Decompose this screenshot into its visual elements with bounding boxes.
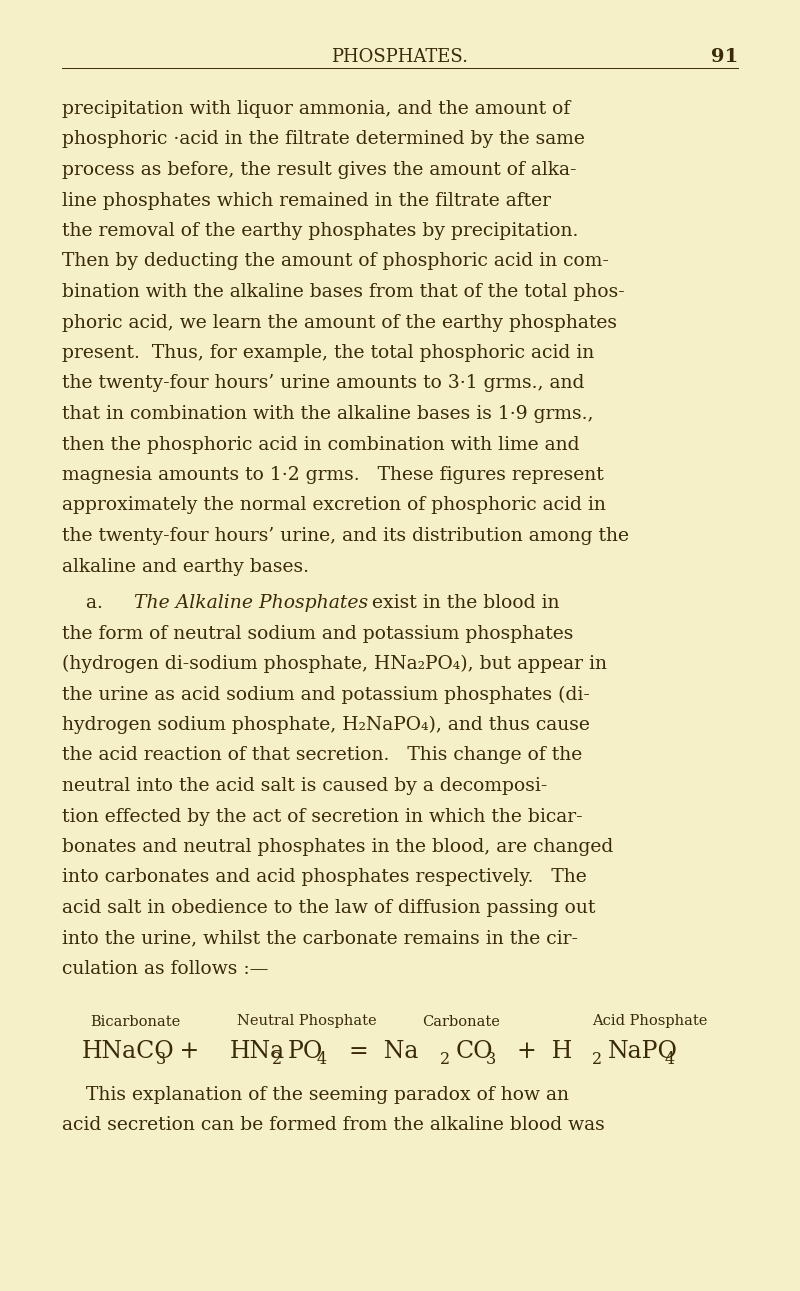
Text: 4: 4 (665, 1051, 675, 1068)
Text: into carbonates and acid phosphates respectively.   The: into carbonates and acid phosphates resp… (62, 869, 586, 887)
Text: CO: CO (456, 1041, 494, 1064)
Text: +: + (172, 1041, 206, 1064)
Text: 3: 3 (156, 1051, 166, 1068)
Text: 3: 3 (486, 1051, 496, 1068)
Text: The Alkaline Phosphates: The Alkaline Phosphates (134, 594, 368, 612)
Text: HNa: HNa (230, 1041, 285, 1064)
Text: the removal of the earthy phosphates by precipitation.: the removal of the earthy phosphates by … (62, 222, 578, 240)
Text: Then by deducting the amount of phosphoric acid in com-: Then by deducting the amount of phosphor… (62, 253, 609, 271)
Text: 4: 4 (317, 1051, 327, 1068)
Text: present.  Thus, for example, the total phosphoric acid in: present. Thus, for example, the total ph… (62, 343, 594, 361)
Text: =  Na: = Na (334, 1041, 418, 1064)
Text: phoric acid, we learn the amount of the earthy phosphates: phoric acid, we learn the amount of the … (62, 314, 617, 332)
Text: into the urine, whilst the carbonate remains in the cir-: into the urine, whilst the carbonate rem… (62, 930, 578, 948)
Text: 2: 2 (272, 1051, 282, 1068)
Text: Carbonate: Carbonate (422, 1015, 500, 1029)
Text: approximately the normal excretion of phosphoric acid in: approximately the normal excretion of ph… (62, 497, 606, 515)
Text: then the phosphoric acid in combination with lime and: then the phosphoric acid in combination … (62, 435, 579, 453)
Text: Bicarbonate: Bicarbonate (90, 1015, 180, 1029)
Text: 91: 91 (710, 48, 738, 66)
Text: the acid reaction of that secretion.   This change of the: the acid reaction of that secretion. Thi… (62, 746, 582, 764)
Text: the twenty-four hours’ urine, and its distribution among the: the twenty-four hours’ urine, and its di… (62, 527, 629, 545)
Text: hydrogen sodium phosphate, H₂NaPO₄), and thus cause: hydrogen sodium phosphate, H₂NaPO₄), and… (62, 717, 590, 735)
Text: that in combination with the alkaline bases is 1·9 grms.,: that in combination with the alkaline ba… (62, 405, 594, 423)
Text: This explanation of the seeming paradox of how an: This explanation of the seeming paradox … (62, 1086, 569, 1104)
Text: PHOSPHATES.: PHOSPHATES. (331, 48, 469, 66)
Text: neutral into the acid salt is caused by a decomposi-: neutral into the acid salt is caused by … (62, 777, 547, 795)
Text: culation as follows :—: culation as follows :— (62, 961, 269, 979)
Text: +  H: + H (502, 1041, 572, 1064)
Text: line phosphates which remained in the filtrate after: line phosphates which remained in the fi… (62, 191, 551, 209)
Text: process as before, the result gives the amount of alka-: process as before, the result gives the … (62, 161, 577, 179)
Text: a.: a. (62, 594, 115, 612)
Text: the urine as acid sodium and potassium phosphates (di-: the urine as acid sodium and potassium p… (62, 686, 590, 704)
Text: acid secretion can be formed from the alkaline blood was: acid secretion can be formed from the al… (62, 1115, 605, 1133)
Text: the twenty-four hours’ urine amounts to 3·1 grms., and: the twenty-four hours’ urine amounts to … (62, 374, 584, 392)
Text: tion effected by the act of secretion in which the bicar-: tion effected by the act of secretion in… (62, 807, 582, 825)
Text: exist in the blood in: exist in the blood in (372, 594, 559, 612)
Text: Acid Phosphate: Acid Phosphate (592, 1015, 707, 1029)
Text: HNaCO: HNaCO (82, 1041, 174, 1064)
Text: phosphoric ·acid in the filtrate determined by the same: phosphoric ·acid in the filtrate determi… (62, 130, 585, 148)
Text: PO: PO (288, 1041, 323, 1064)
Text: acid salt in obedience to the law of diffusion passing out: acid salt in obedience to the law of dif… (62, 899, 595, 917)
Text: magnesia amounts to 1·2 grms.   These figures represent: magnesia amounts to 1·2 grms. These figu… (62, 466, 604, 484)
Text: 2: 2 (592, 1051, 602, 1068)
Text: Neutral Phosphate: Neutral Phosphate (237, 1015, 377, 1029)
Text: NaPO: NaPO (608, 1041, 678, 1064)
Text: alkaline and earthy bases.: alkaline and earthy bases. (62, 558, 309, 576)
Text: 2: 2 (440, 1051, 450, 1068)
Text: precipitation with liquor ammonia, and the amount of: precipitation with liquor ammonia, and t… (62, 99, 570, 117)
Text: bonates and neutral phosphates in the blood, are changed: bonates and neutral phosphates in the bl… (62, 838, 614, 856)
Text: the form of neutral sodium and potassium phosphates: the form of neutral sodium and potassium… (62, 625, 574, 643)
Text: (hydrogen di-sodium phosphate, HNa₂PO₄), but appear in: (hydrogen di-sodium phosphate, HNa₂PO₄),… (62, 655, 607, 673)
Text: bination with the alkaline bases from that of the total phos-: bination with the alkaline bases from th… (62, 283, 625, 301)
